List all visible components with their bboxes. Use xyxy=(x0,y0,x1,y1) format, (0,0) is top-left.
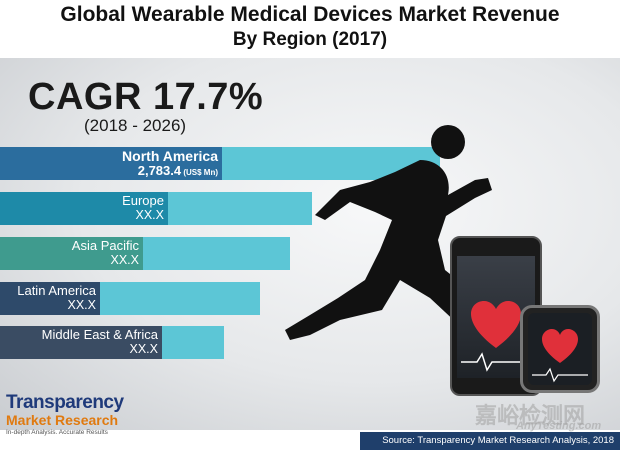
category-label: Europe xyxy=(122,193,164,208)
bar-label: Europe XX.X xyxy=(0,192,168,225)
title-band: Global Wearable Medical Devices Market R… xyxy=(0,0,620,58)
category-label: North America xyxy=(122,148,218,164)
chart-title: Global Wearable Medical Devices Market R… xyxy=(60,3,560,26)
value-label: XX.X xyxy=(129,342,159,356)
logo-line1: Transparency xyxy=(6,392,124,413)
heart-icon xyxy=(461,301,531,372)
value-label: XX.X xyxy=(67,298,97,312)
chart-subtitle: By Region (2017) xyxy=(232,29,388,50)
watch-screen xyxy=(528,313,592,385)
unit-label: (US$ Mn) xyxy=(181,168,218,177)
watermark-cn: 嘉峪检测网 xyxy=(475,403,586,428)
category-label: Asia Pacific xyxy=(71,238,139,253)
value-label: 2,783.4 (US$ Mn) xyxy=(137,163,218,178)
category-label: Middle East & Africa xyxy=(41,327,158,342)
bar-label: Asia Pacific XX.X xyxy=(0,237,143,270)
bar-label: Middle East & Africa XX.X xyxy=(0,326,162,359)
bar-label: Latin America XX.X xyxy=(0,282,100,315)
cagr-value: CAGR 17.7% xyxy=(28,76,264,118)
source-note: Source: Transparency Market Research Ana… xyxy=(360,432,620,450)
watermark-en: AnyTesting.com xyxy=(516,420,602,432)
smartwatch-image xyxy=(520,305,600,393)
heart-icon xyxy=(532,329,588,383)
logo-line2: Market Research xyxy=(6,412,119,428)
cagr-period: (2018 - 2026) xyxy=(84,116,187,135)
logo-tagline: In-depth Analysis. Accurate Results xyxy=(6,429,108,436)
company-logo: Transparency Market Research In-depth An… xyxy=(6,392,124,436)
bar-label: North America 2,783.4 (US$ Mn) xyxy=(0,147,222,180)
value-label: XX.X xyxy=(135,208,165,222)
value-label: XX.X xyxy=(110,253,140,267)
category-label: Latin America xyxy=(17,283,96,298)
runner-silhouette xyxy=(285,125,495,356)
